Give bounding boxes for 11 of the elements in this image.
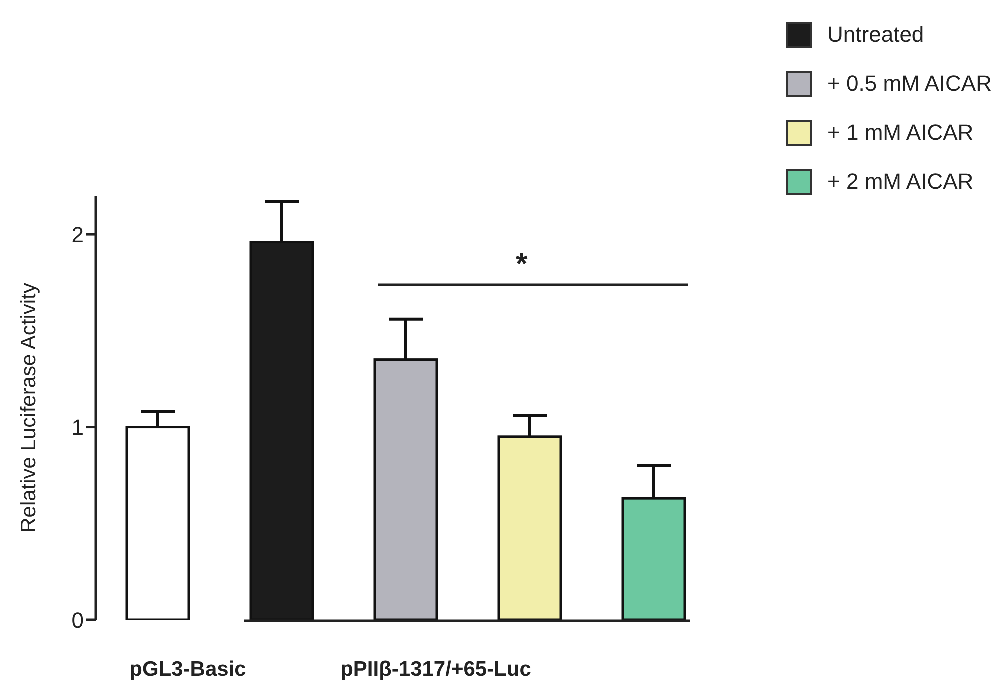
y-tick-label: 0 [72, 608, 84, 633]
annotation: * [516, 248, 528, 282]
y-tick-label: 2 [72, 222, 84, 248]
y-tick-label: 1 [72, 415, 84, 440]
y-axis-title: Relative Luciferase Activity [17, 282, 40, 533]
legend-label: Untreated [828, 22, 924, 48]
legend-label: + 2 mM AICAR [828, 168, 974, 194]
legend-label: + 1 mM AICAR [828, 120, 974, 146]
legend-label: + 0.5 mM AICAR [828, 70, 992, 96]
x-tick-label: pGL3-Basic [130, 658, 247, 681]
x-tick-label: pPIIβ-1317/+65-Luc [340, 658, 532, 681]
